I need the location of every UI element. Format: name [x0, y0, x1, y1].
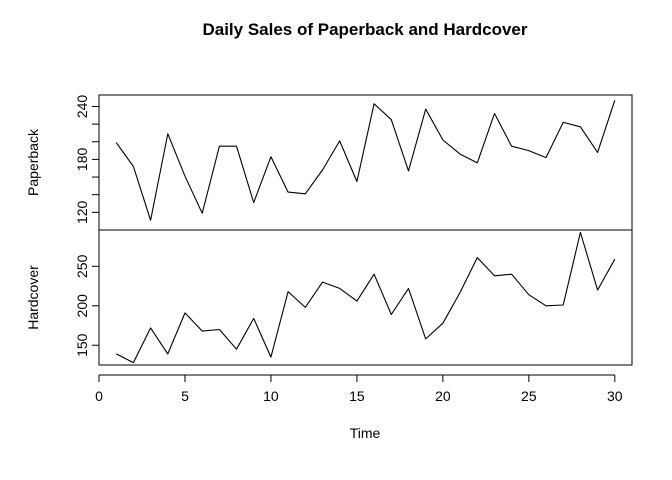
x-tick-label: 20	[435, 388, 451, 404]
hardcover-ylabel: Hardcover	[25, 265, 41, 330]
x-axis: 0 5 10 15 20 25 30	[95, 374, 623, 404]
chart-title: Daily Sales of Paperback and Hardcover	[202, 20, 527, 39]
y-tick-label: 150	[74, 333, 90, 357]
x-tick-label: 5	[181, 388, 189, 404]
y-tick-label: 240	[74, 95, 90, 119]
y-tick-label: 200	[74, 294, 90, 318]
x-tick-label: 10	[263, 388, 279, 404]
x-tick-label: 30	[607, 388, 623, 404]
hardcover-panel-frame	[98, 229, 633, 366]
hardcover-series-line	[115, 231, 616, 364]
x-tick-label: 0	[95, 388, 103, 404]
y-tick-label: 250	[74, 254, 90, 278]
hardcover-y-axis: 150 200 250	[74, 254, 99, 357]
x-axis-label: Time	[350, 425, 381, 441]
x-tick-label: 15	[349, 388, 365, 404]
y-tick-label: 180	[74, 148, 90, 172]
y-tick-label: 120	[74, 200, 90, 224]
x-tick-label: 25	[521, 388, 537, 404]
paperback-y-axis: 120 180 240	[74, 95, 99, 224]
paperback-series-line	[115, 100, 616, 221]
paperback-ylabel: Paperback	[25, 128, 41, 196]
